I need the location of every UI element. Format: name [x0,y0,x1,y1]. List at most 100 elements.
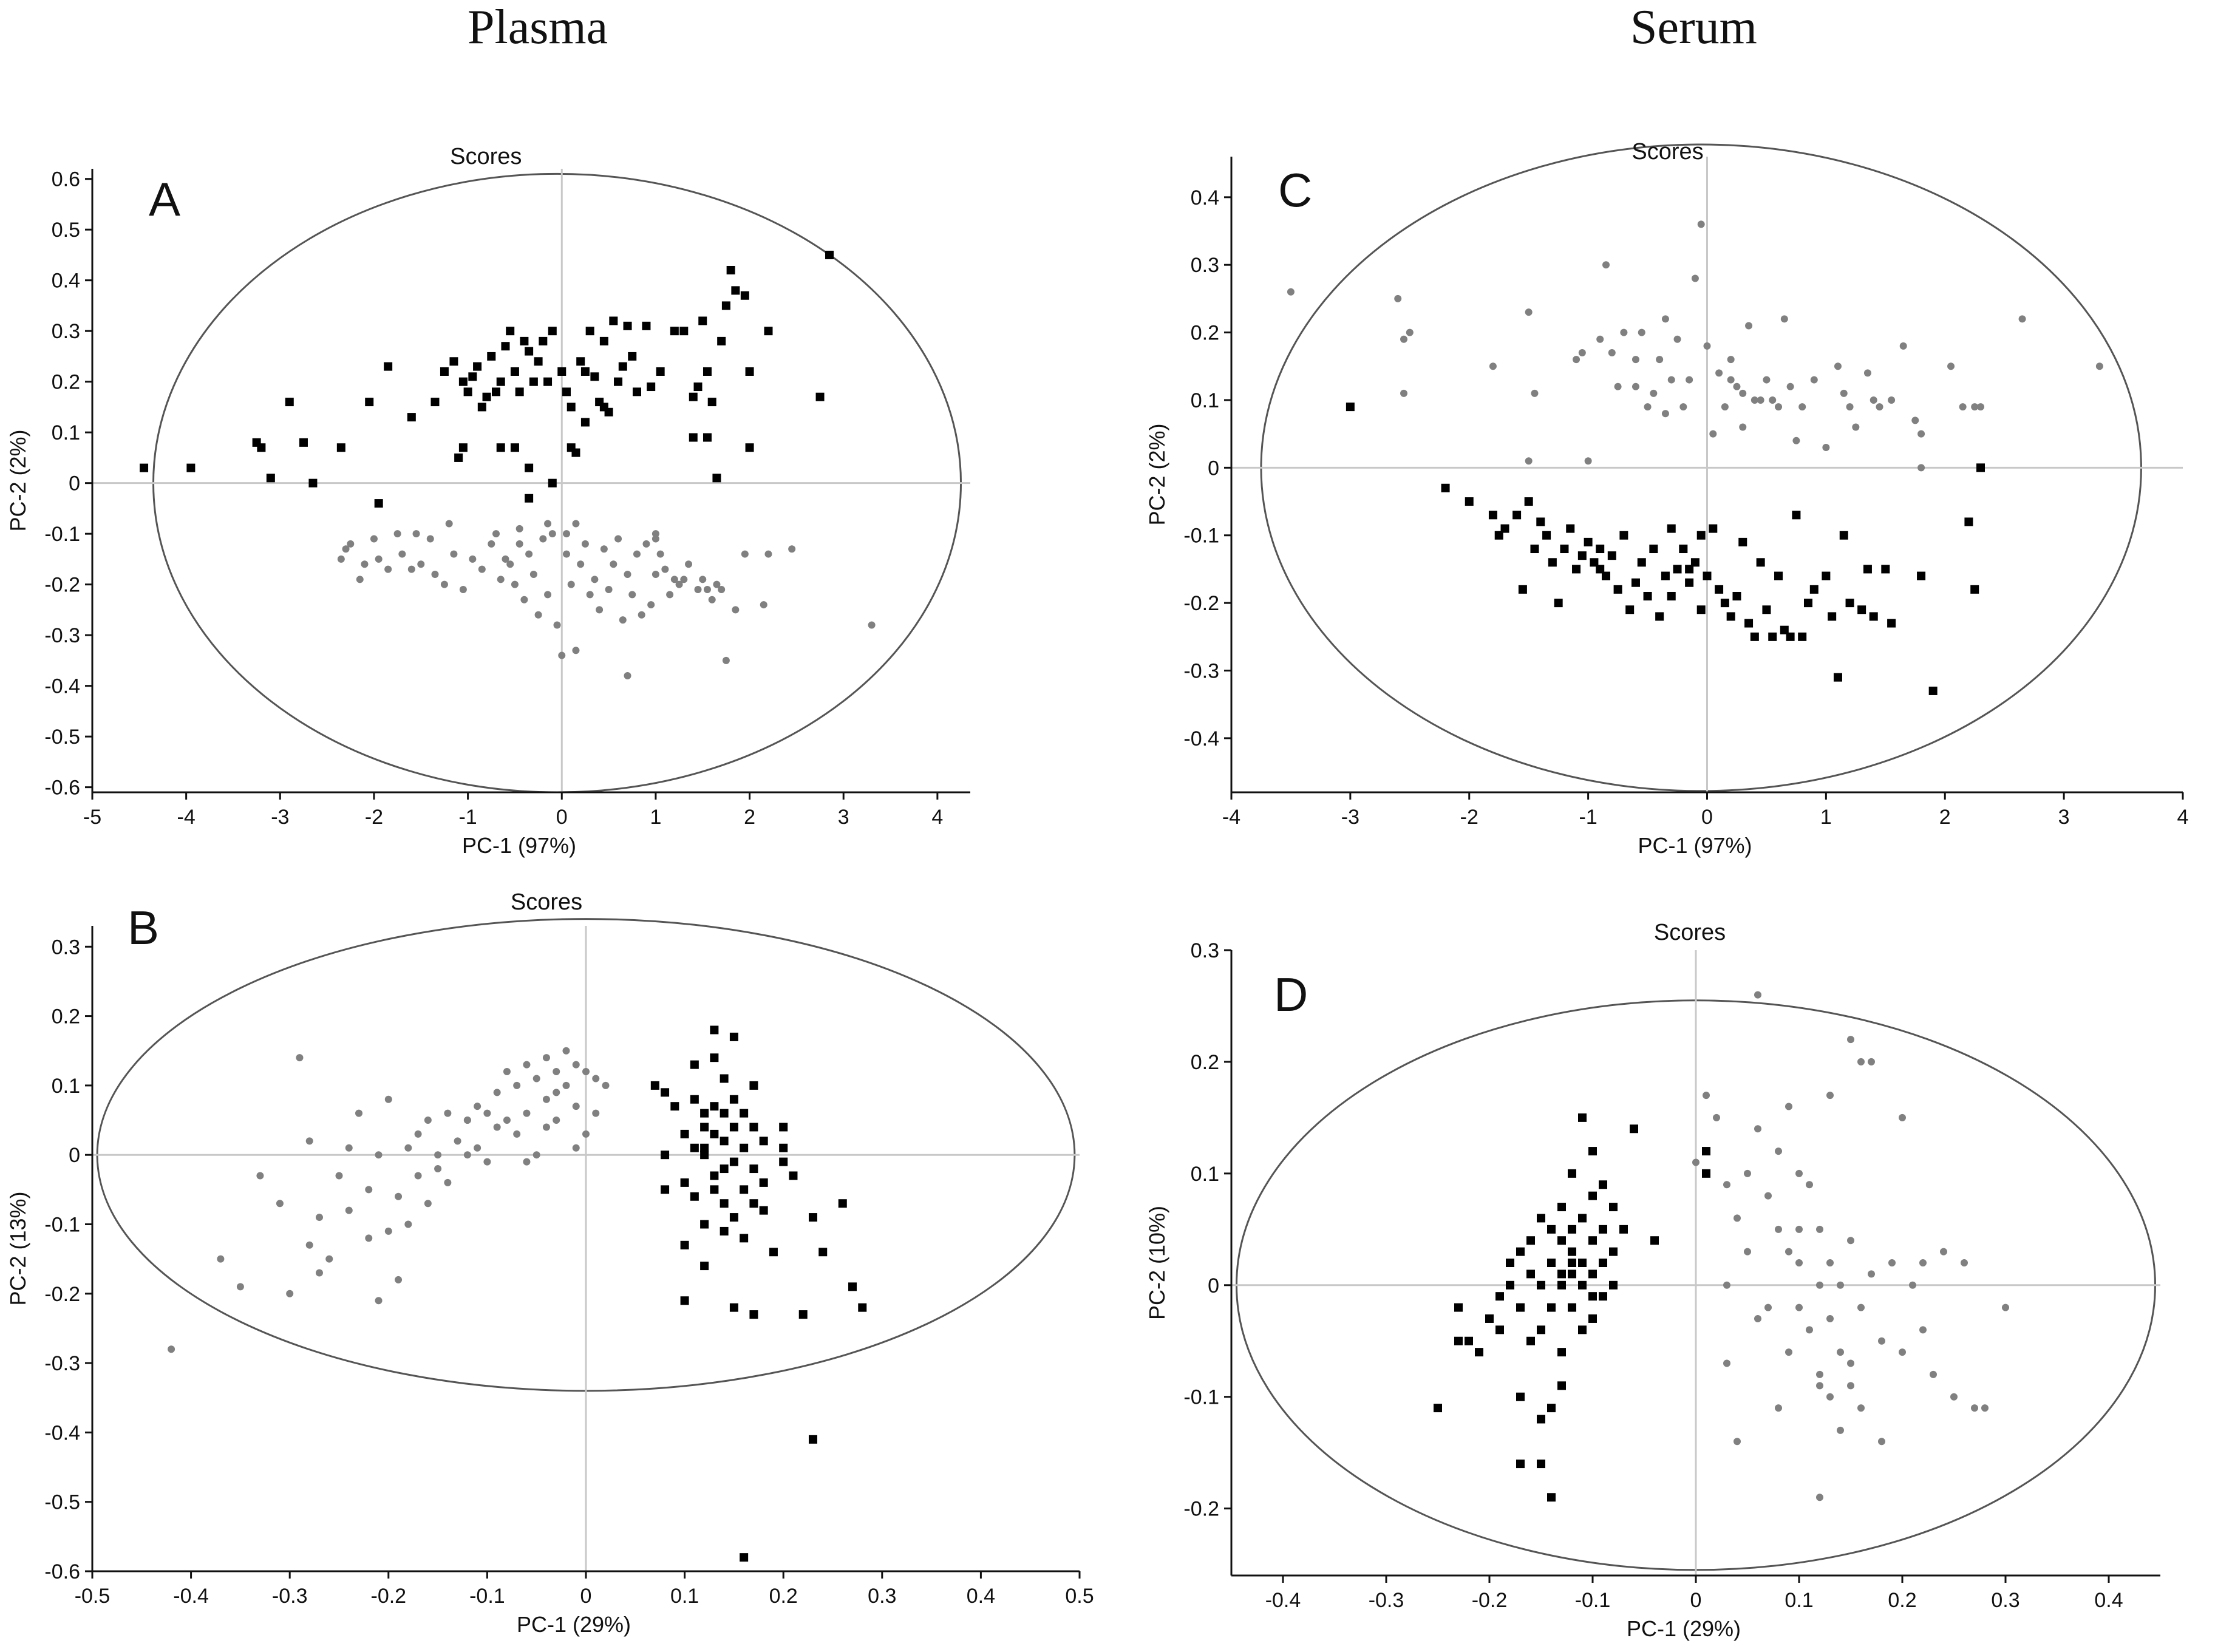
data-point-square [838,1199,847,1208]
data-point-circle [404,1220,412,1228]
data-point-circle [1919,1259,1927,1266]
data-point-square [1750,632,1759,641]
data-point-square [740,1553,749,1562]
data-point-square [599,336,608,345]
x-tick-label: 0.3 [868,1585,896,1608]
data-point-circle [398,550,406,558]
data-point-square [690,1060,699,1069]
x-tick-label: 0 [580,1585,592,1608]
data-point-square [1887,619,1896,628]
data-point-square [632,387,641,396]
data-point-circle [1822,443,1830,451]
y-tick-label: -0.6 [44,1560,80,1583]
data-point-square [1762,605,1771,614]
data-point-circle [305,1241,313,1249]
data-point-square [1578,1259,1587,1267]
data-point-circle [638,611,645,619]
data-point-circle [1961,1259,1968,1266]
data-point-square [1588,1147,1597,1156]
data-point-square [576,357,585,366]
x-tick-label: 3 [2058,806,2070,829]
data-point-square [525,494,534,503]
data-point-circle [1847,1382,1854,1390]
y-tick-label: 0.2 [1191,322,1219,345]
data-point-square [661,1088,670,1097]
x-tick-label: -0.5 [75,1585,111,1608]
data-point-square [759,1178,768,1187]
data-point-square [720,1109,729,1118]
data-point-circle [1757,396,1764,404]
data-point-circle [1780,315,1788,323]
data-point-circle [1764,1304,1772,1311]
data-point-square [700,1262,709,1271]
x-tick-label: 3 [838,806,849,829]
data-point-circle [1837,1348,1844,1356]
x-tick-label: -2 [1460,806,1478,829]
data-point-square [1685,578,1694,587]
data-point-square [764,327,773,336]
data-point-circle [1795,1304,1803,1311]
data-point-circle [1584,457,1592,465]
data-point-square [1434,1404,1442,1413]
data-point-circle [586,591,594,599]
data-point-circle [539,535,547,543]
data-point-circle [1798,403,1806,411]
data-point-square [789,1171,798,1180]
data-point-circle [355,1109,363,1117]
data-point-square [1768,632,1777,641]
x-tick-label: 0.3 [1991,1589,2019,1612]
data-point-circle [478,565,486,573]
data-point-square [729,1032,738,1041]
y-tick-label: 0.1 [52,1075,80,1098]
data-point-square [1557,1280,1566,1290]
data-point-square [700,1123,709,1132]
data-point-circle [1775,1147,1782,1155]
data-point-square [690,1095,699,1104]
data-point-square [1547,1225,1556,1234]
data-point-square [539,336,548,345]
data-point-circle [1852,423,1860,431]
data-point-square [1590,558,1599,567]
data-point-square [1738,537,1747,546]
data-point-square [1607,551,1616,560]
data-point-square [585,327,594,336]
data-point-square [440,367,449,376]
data-point-square [548,478,557,488]
data-point-circle [1977,403,1985,411]
data-point-square [1495,1292,1504,1301]
data-point-circle [450,550,458,558]
y-tick-label: 0.4 [52,270,80,293]
data-point-circle [1775,403,1783,411]
data-point-circle [572,520,580,528]
data-point-square [729,1157,738,1166]
data-point-circle [788,545,796,553]
data-point-circle [1940,1248,1947,1256]
data-point-square [458,377,468,386]
y-tick-label: -0.4 [44,675,80,698]
data-point-circle [497,576,505,583]
data-point-square [1524,497,1533,506]
data-point-square [1596,545,1605,554]
data-point-square [482,392,491,401]
data-point-circle [1930,1370,1937,1378]
data-point-square [689,392,698,401]
data-point-square [1518,585,1527,594]
data-point-square [698,316,707,325]
data-point-square [642,321,651,330]
data-point-circle [1846,403,1854,411]
y-tick-label: 0 [1208,457,1219,480]
data-point-circle [1775,1225,1782,1233]
data-point-circle [661,565,669,573]
data-point-circle [1578,349,1586,357]
data-point-square [1599,1259,1607,1267]
data-point-square [690,1143,699,1152]
y-tick-label: -0.3 [1183,660,1219,683]
data-point-square [614,377,623,386]
data-point-circle [553,1068,560,1076]
data-point-circle [523,1109,531,1117]
data-point-circle [1679,403,1687,411]
x-tick-label: -3 [271,806,289,829]
data-point-square [1857,605,1866,614]
data-point-circle [1870,396,1877,404]
x-tick-label: -0.3 [1369,1589,1404,1612]
